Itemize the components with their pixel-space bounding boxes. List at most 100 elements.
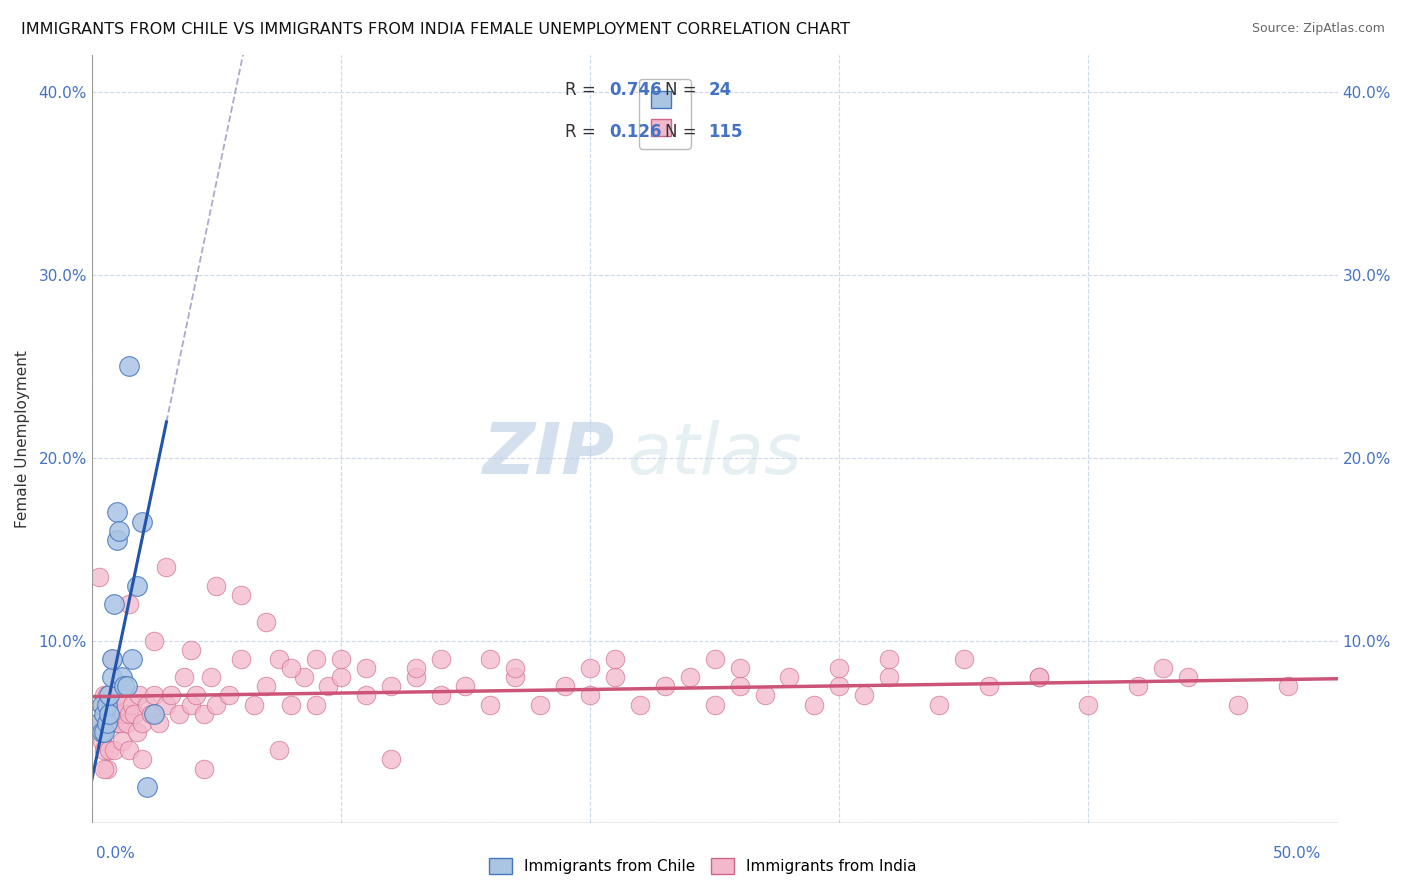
Point	[141, 706, 163, 721]
Text: 115: 115	[709, 123, 742, 141]
Point	[105, 533, 128, 547]
Point	[803, 698, 825, 712]
Point	[778, 670, 800, 684]
Point	[167, 706, 190, 721]
Point	[853, 689, 876, 703]
Point	[186, 689, 208, 703]
Text: R =: R =	[565, 80, 602, 99]
Point	[125, 579, 148, 593]
Point	[118, 706, 141, 721]
Text: atlas: atlas	[627, 420, 801, 489]
Point	[429, 689, 451, 703]
Point	[193, 762, 215, 776]
Point	[135, 780, 157, 794]
Point	[112, 698, 135, 712]
Point	[108, 524, 131, 538]
Text: Source: ZipAtlas.com: Source: ZipAtlas.com	[1251, 22, 1385, 36]
Point	[354, 689, 377, 703]
Point	[180, 698, 202, 712]
Point	[131, 715, 153, 730]
Text: 0.746: 0.746	[609, 80, 661, 99]
Point	[754, 689, 776, 703]
Point	[96, 715, 118, 730]
Point	[103, 743, 125, 757]
Point	[122, 706, 145, 721]
Point	[105, 715, 128, 730]
Point	[254, 615, 277, 630]
Point	[98, 689, 121, 703]
Point	[121, 652, 143, 666]
Point	[105, 689, 128, 703]
Point	[703, 698, 725, 712]
Point	[100, 715, 122, 730]
Point	[96, 762, 118, 776]
Point	[155, 698, 177, 712]
Point	[329, 652, 352, 666]
Point	[148, 715, 170, 730]
Point	[429, 652, 451, 666]
Point	[180, 642, 202, 657]
Point	[89, 715, 111, 730]
Point	[205, 579, 228, 593]
Point	[1028, 670, 1050, 684]
Point	[103, 597, 125, 611]
Point	[93, 689, 115, 703]
Point	[110, 706, 132, 721]
Point	[173, 670, 195, 684]
Point	[100, 652, 122, 666]
Point	[579, 689, 602, 703]
Point	[405, 661, 427, 675]
Point	[205, 698, 228, 712]
Point	[354, 661, 377, 675]
Point	[96, 689, 118, 703]
Point	[143, 633, 166, 648]
Point	[1277, 679, 1299, 693]
Point	[280, 661, 302, 675]
Point	[143, 706, 166, 721]
Point	[280, 698, 302, 712]
Point	[96, 715, 118, 730]
Point	[505, 670, 527, 684]
Point	[603, 652, 626, 666]
Point	[828, 661, 851, 675]
Point	[93, 706, 115, 721]
Point	[121, 698, 143, 712]
Point	[305, 698, 328, 712]
Point	[703, 652, 725, 666]
Point	[1128, 679, 1150, 693]
Point	[108, 715, 131, 730]
Point	[454, 679, 477, 693]
Point	[1152, 661, 1174, 675]
Point	[928, 698, 950, 712]
Point	[118, 597, 141, 611]
Point	[200, 670, 222, 684]
Point	[380, 679, 402, 693]
Point	[380, 752, 402, 766]
Point	[828, 679, 851, 693]
Point	[115, 715, 138, 730]
Point	[112, 679, 135, 693]
Point	[318, 679, 340, 693]
Point	[977, 679, 1000, 693]
Text: IMMIGRANTS FROM CHILE VS IMMIGRANTS FROM INDIA FEMALE UNEMPLOYMENT CORRELATION C: IMMIGRANTS FROM CHILE VS IMMIGRANTS FROM…	[21, 22, 851, 37]
Point	[90, 698, 112, 712]
Point	[98, 706, 121, 721]
Point	[96, 698, 118, 712]
Point	[628, 698, 651, 712]
Point	[242, 698, 264, 712]
Point	[131, 515, 153, 529]
Point	[505, 661, 527, 675]
Point	[1177, 670, 1199, 684]
Point	[90, 698, 112, 712]
Point	[877, 670, 900, 684]
Legend: , : ,	[638, 78, 690, 148]
Point	[405, 670, 427, 684]
Text: N =: N =	[665, 80, 702, 99]
Text: 24: 24	[709, 80, 731, 99]
Y-axis label: Female Unemployment: Female Unemployment	[15, 351, 30, 528]
Point	[155, 560, 177, 574]
Point	[231, 588, 253, 602]
Point	[90, 734, 112, 748]
Point	[143, 689, 166, 703]
Point	[679, 670, 702, 684]
